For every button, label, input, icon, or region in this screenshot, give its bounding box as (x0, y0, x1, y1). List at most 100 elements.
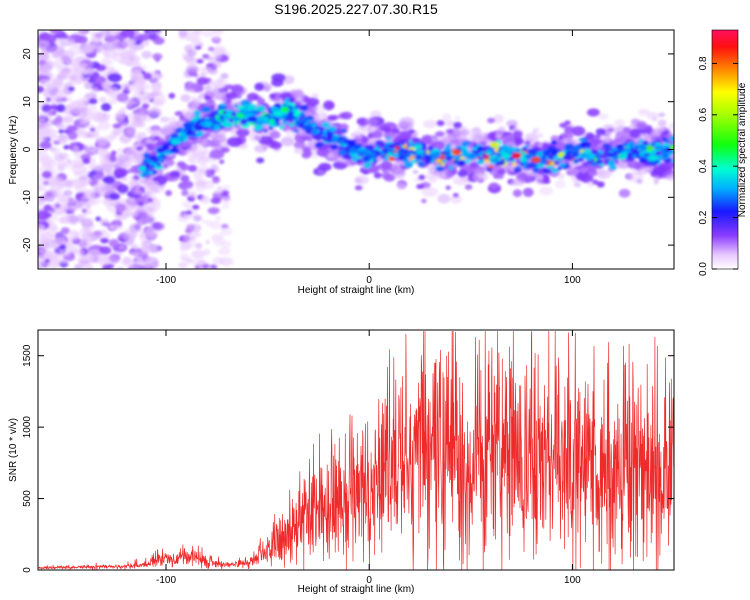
spectrogram-cell (280, 136, 295, 147)
spectrogram-cell (212, 110, 219, 114)
spectrogram-cell (52, 77, 64, 87)
spectrogram-cell (204, 169, 215, 178)
spectrogram-cell (153, 94, 167, 105)
spectrogram-cell (191, 249, 206, 259)
spectrogram-cell (41, 170, 53, 179)
spectrogram-cell (256, 110, 261, 115)
spectrogram-cell (191, 117, 198, 122)
spectrogram-cell (557, 151, 565, 158)
spectrogram-cell (373, 159, 378, 163)
y-tick-label: 1000 (22, 416, 33, 439)
spectrogram-cell (487, 117, 496, 124)
spectrogram-cell (454, 115, 461, 121)
spectrogram-cell (565, 137, 574, 144)
spectrogram-cell (148, 171, 154, 175)
spectrogram-cell (531, 156, 541, 163)
spectrogram-cell (391, 168, 406, 179)
spectrogram-cell (87, 249, 102, 258)
spectrogram-cell (248, 103, 256, 110)
spectrogram-cell (283, 75, 295, 85)
spectrogram-cell (94, 182, 104, 188)
spectrogram-cell (148, 145, 154, 151)
spectrogram-cell (196, 77, 209, 85)
spectrogram-cell (602, 145, 607, 149)
spectrogram-cell (143, 72, 152, 80)
spectrogram-cell (300, 104, 309, 111)
spectrogram-cell (120, 50, 137, 60)
spectrogram-cell (212, 53, 222, 60)
spectrogram-cell (116, 110, 127, 119)
spectrogram-cell (76, 109, 88, 119)
spectrogram-cell (433, 151, 442, 158)
spectrogram-cell (38, 201, 44, 207)
spectrogram-cell (219, 257, 234, 267)
spectrogram-cell (512, 137, 524, 146)
x-tick-label: 0 (366, 275, 372, 286)
spectrogram-cell (608, 153, 616, 158)
spectrogram-cell (342, 153, 353, 160)
spectrogram-cell (188, 223, 202, 233)
spectrogram-cell (305, 97, 320, 107)
y-tick-label: 0 (22, 146, 33, 152)
spectrogram-cell (61, 34, 69, 39)
spectrogram-cell (647, 154, 658, 162)
spectrogram-cell (457, 169, 468, 178)
spectrogram-cell (156, 170, 164, 176)
spectrogram-cell (416, 149, 425, 155)
spectrogram-cell (48, 176, 64, 187)
spectrogram-cell (230, 112, 237, 117)
spectrogram-cell (451, 149, 461, 156)
spectrogram-cell (72, 145, 80, 151)
spectrogram-cell (134, 224, 141, 230)
spectrogram-cell (587, 155, 594, 160)
spectrogram-cell (202, 30, 214, 38)
spectrogram-cell (181, 189, 189, 197)
spectrogram-cell (213, 89, 229, 100)
spectrogram-cell (295, 91, 305, 100)
colorbar-tick-label: 0.8 (698, 56, 709, 70)
spectrogram-x-label: Height of straight line (km) (298, 285, 415, 296)
spectrogram-cell (59, 36, 75, 47)
spectrogram-cell (565, 148, 570, 152)
spectrogram-cell (312, 114, 324, 122)
spectrogram-cell (636, 179, 643, 184)
spectrogram-cell (100, 163, 114, 172)
spectrogram-cell (107, 87, 119, 96)
spectrogram-cell (536, 151, 544, 158)
spectrogram-cell (149, 165, 156, 169)
spectrogram-cell (133, 112, 147, 123)
spectrogram-cell (311, 130, 318, 135)
spectrogram-cell (294, 104, 301, 109)
spectrogram-cell (49, 30, 63, 34)
spectrogram-cell (189, 101, 200, 110)
spectrogram-cell (330, 143, 339, 151)
spectrogram-cell (390, 152, 399, 158)
spectrogram-cell (137, 95, 147, 101)
spectrogram-cell (592, 179, 599, 185)
spectrogram-cell (304, 150, 313, 157)
spectrogram-cell (564, 120, 571, 126)
spectrogram-cell (469, 161, 480, 168)
spectrogram-cell (435, 158, 443, 164)
spectrogram-cell (542, 179, 551, 184)
spectrogram-cell (315, 142, 324, 148)
spectrogram-cell (185, 123, 193, 129)
spectrogram-cell (56, 103, 66, 113)
spectrogram-cell (117, 148, 125, 153)
spectrogram-cell (327, 126, 337, 132)
colorbar-tick-label: 0.2 (698, 210, 709, 224)
spectrogram-cell (240, 99, 251, 107)
spectrogram-cell (665, 139, 670, 144)
spectrogram-cell (646, 125, 653, 131)
spectrogram-cell (85, 47, 92, 53)
spectrogram-cell (573, 144, 583, 151)
spectrogram-cell (155, 57, 160, 62)
spectrogram-cell (183, 233, 195, 242)
spectrogram-cell (614, 119, 626, 126)
spectrogram-cell (143, 152, 151, 159)
spectrogram-cell (554, 179, 566, 189)
spectrogram-cell (115, 203, 127, 212)
spectrogram-cell (240, 118, 248, 125)
spectrogram-cell (250, 133, 262, 142)
spectrogram-cell (138, 90, 146, 95)
